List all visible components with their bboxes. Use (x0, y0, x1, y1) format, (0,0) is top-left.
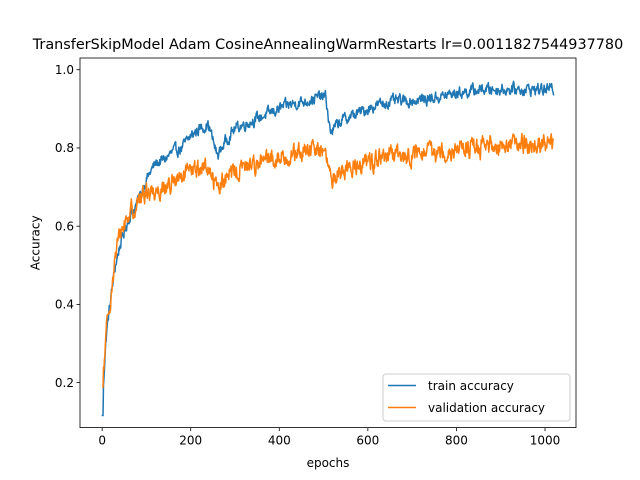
y-axis-label: Accuracy (29, 215, 43, 270)
y-tick-label: 0.8 (55, 141, 74, 155)
validation-accuracy-line (101, 132, 555, 388)
y-tick-label: 0.6 (55, 219, 74, 233)
ticks-layer: 0 200 400 600 800 1000 0.2 0.4 0.6 0.8 1.0 (55, 63, 560, 448)
x-tick-label: 800 (445, 434, 468, 448)
legend-label-train: train accuracy (428, 379, 514, 393)
train-accuracy-line (101, 80, 555, 417)
chart-title: TransferSkipModel Adam CosineAnnealingWa… (32, 37, 624, 53)
x-tick-label: 1000 (530, 434, 561, 448)
y-tick-label: 1.0 (55, 63, 74, 77)
x-tick-label: 400 (268, 434, 291, 448)
x-tick-label: 200 (179, 434, 202, 448)
x-tick-label: 600 (356, 434, 379, 448)
plot-layer (101, 80, 555, 417)
y-tick-label: 0.4 (55, 298, 74, 312)
x-tick-label: 0 (98, 434, 106, 448)
x-axis-label: epochs (307, 456, 350, 470)
legend-label-validation: validation accuracy (428, 401, 545, 415)
y-tick-label: 0.2 (55, 376, 74, 390)
legend: train accuracy validation accuracy (382, 373, 571, 422)
legend-box (382, 373, 571, 422)
axes-frame (79, 57, 577, 429)
